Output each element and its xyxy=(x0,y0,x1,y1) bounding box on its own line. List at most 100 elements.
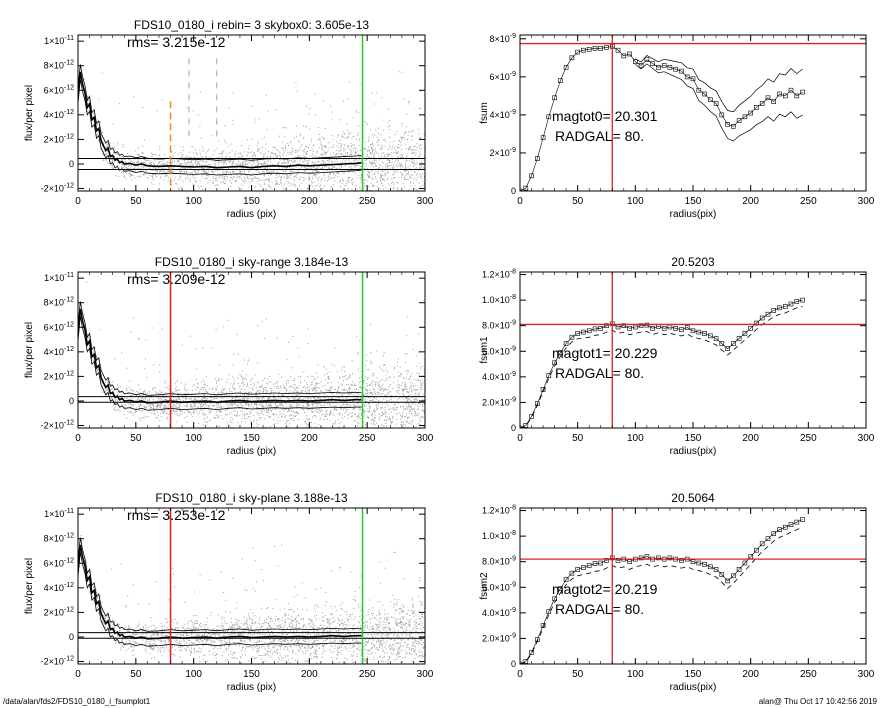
x-tick-label: 200 xyxy=(301,196,318,207)
scatter-point xyxy=(392,387,394,389)
scatter-point xyxy=(416,167,417,169)
scatter-point xyxy=(156,392,158,394)
scatter-point xyxy=(233,382,235,384)
scatter-point xyxy=(419,393,421,395)
scatter-point xyxy=(189,398,191,400)
scatter-point xyxy=(315,161,317,163)
scatter-point xyxy=(270,381,272,383)
scatter-point xyxy=(118,170,120,172)
scatter-point xyxy=(414,188,416,190)
scatter-point xyxy=(180,392,182,394)
scatter-point xyxy=(329,173,331,175)
scatter-point xyxy=(253,160,255,162)
scatter-point xyxy=(398,397,400,399)
scatter-point xyxy=(325,368,327,370)
scatter-point xyxy=(278,184,280,186)
scatter-point xyxy=(287,160,289,162)
scatter-point xyxy=(329,173,331,175)
scatter-point xyxy=(208,157,210,159)
scatter-point xyxy=(234,153,236,154)
scatter-point xyxy=(330,186,332,188)
scatter-point xyxy=(276,408,278,410)
scatter-point xyxy=(238,165,240,167)
scatter-point xyxy=(184,417,186,419)
scatter-point xyxy=(163,164,165,166)
scatter-point xyxy=(295,388,297,390)
scatter-point xyxy=(250,151,252,153)
scatter-point xyxy=(165,173,167,175)
scatter-point xyxy=(415,385,417,387)
scatter-point xyxy=(312,390,314,392)
scatter-point xyxy=(242,414,244,416)
scatter-point xyxy=(130,395,132,397)
scatter-point xyxy=(323,174,325,176)
scatter-point xyxy=(383,138,385,140)
scatter-point xyxy=(188,179,190,181)
scatter-point xyxy=(366,360,368,362)
scatter-point xyxy=(207,416,208,418)
scatter-point xyxy=(161,402,163,404)
scatter-point xyxy=(304,157,306,159)
x-tick-label: 100 xyxy=(627,196,644,207)
scatter-point xyxy=(234,162,236,164)
scatter-point xyxy=(276,174,278,176)
scatter-point xyxy=(323,171,325,173)
scatter-point xyxy=(409,146,411,148)
scatter-point xyxy=(173,171,175,173)
scatter-point xyxy=(327,429,328,430)
scatter-point xyxy=(355,158,356,160)
scatter-point xyxy=(393,172,395,174)
scatter-point xyxy=(264,387,266,389)
scatter-point xyxy=(140,395,142,397)
scatter-point xyxy=(330,153,332,155)
scatter-point xyxy=(296,390,298,392)
scatter-point xyxy=(341,408,343,410)
scatter-point xyxy=(403,98,405,100)
scatter-point xyxy=(383,364,385,366)
scatter-point xyxy=(82,318,84,320)
scatter-point xyxy=(343,406,345,408)
scatter-point xyxy=(413,435,414,436)
scatter-point xyxy=(233,156,235,158)
scatter-point xyxy=(196,174,197,176)
scatter-point xyxy=(341,134,343,136)
scatter-point xyxy=(408,131,410,133)
scatter-point xyxy=(264,168,266,169)
scatter-point xyxy=(403,169,405,171)
scatter-point xyxy=(382,178,383,180)
scatter-point xyxy=(226,172,228,174)
scatter-point xyxy=(234,154,236,155)
scatter-point xyxy=(264,152,266,154)
scatter-point xyxy=(412,420,414,422)
scatter-point xyxy=(163,179,165,181)
scatter-point xyxy=(97,370,99,372)
scatter-point xyxy=(92,113,94,115)
scatter-point xyxy=(266,410,268,412)
scatter-point xyxy=(373,411,375,412)
scatter-point xyxy=(358,112,359,114)
scatter-point xyxy=(193,165,194,167)
scatter-point xyxy=(341,183,343,184)
scatter-point xyxy=(303,177,305,179)
scatter-point xyxy=(283,187,285,189)
scatter-point xyxy=(299,397,301,399)
scatter-point xyxy=(399,384,401,386)
scatter-point xyxy=(322,145,323,147)
scatter-point xyxy=(92,111,94,113)
scatter-point xyxy=(252,406,254,408)
scatter-point xyxy=(364,404,366,406)
scatter-point xyxy=(192,146,194,148)
scatter-point xyxy=(371,162,373,164)
scatter-point xyxy=(380,178,382,180)
scatter-point xyxy=(113,156,115,158)
scatter-point xyxy=(339,149,341,151)
scatter-point xyxy=(180,152,182,154)
scatter-point xyxy=(296,386,298,388)
scatter-point xyxy=(373,154,374,155)
scatter-point xyxy=(280,404,282,406)
scatter-point xyxy=(338,147,340,149)
scatter-point xyxy=(366,173,368,175)
scatter-point xyxy=(347,395,349,397)
scatter-point xyxy=(310,141,312,143)
scatter-point xyxy=(230,417,232,418)
